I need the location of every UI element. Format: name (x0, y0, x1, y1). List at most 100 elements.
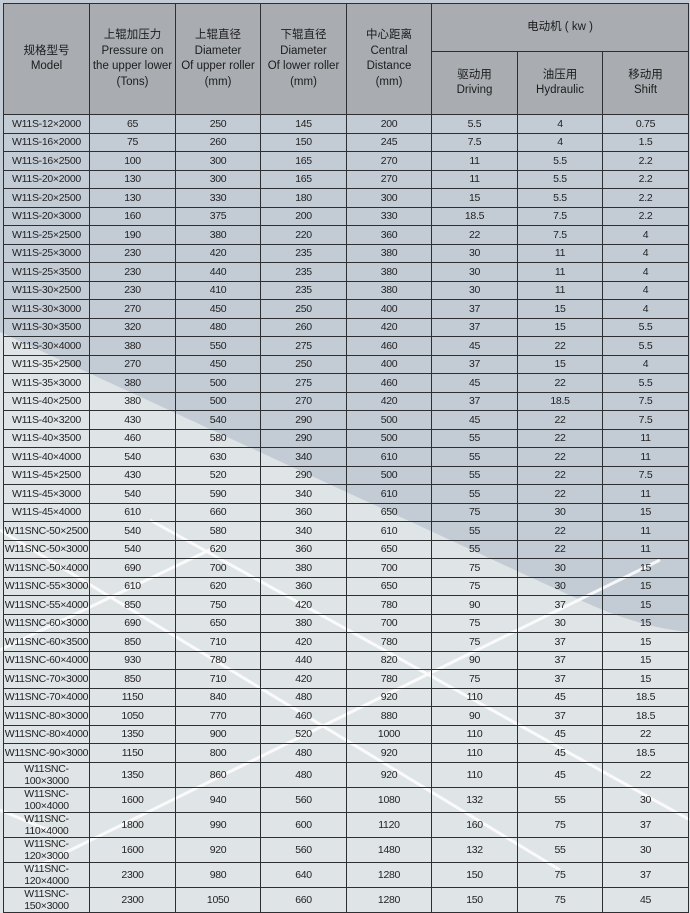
cell-shift-power: 15 (601, 632, 690, 652)
cell-center-distance: 610 (346, 447, 432, 467)
cell-hydraulic-power: 22 (517, 428, 603, 448)
cell-model: W11S-30×2500 (3, 280, 90, 300)
cell-model: W11S-30×3000 (3, 299, 90, 319)
cell-shift-power: 4 (601, 354, 690, 374)
cell-model: W11S-20×2000 (3, 169, 90, 189)
cell-pressure: 230 (89, 243, 176, 263)
header-motor: 电动机 ( kw ) (430, 3, 690, 52)
cell-model: W11S-40×3200 (3, 410, 90, 430)
cell-pressure: 130 (89, 169, 176, 189)
cell-hydraulic-power: 7.5 (517, 225, 603, 245)
cell-center-distance: 380 (346, 280, 432, 300)
header-pressure-en3: (Tons) (116, 75, 149, 88)
cell-driving-power: 37 (431, 391, 518, 411)
cell-hydraulic-power: 55 (517, 786, 603, 813)
cell-hydraulic-power: 22 (517, 539, 603, 559)
cell-hydraulic-power: 22 (517, 373, 603, 393)
cell-model: W11S-20×2500 (3, 188, 90, 208)
cell-pressure: 540 (89, 484, 176, 504)
cell-center-distance: 420 (346, 317, 432, 337)
header-upper-diameter-en2: Of upper roller (181, 60, 255, 72)
cell-center-distance: 1480 (346, 836, 432, 863)
header-shift: 移动用 Shift (601, 51, 690, 115)
cell-pressure: 540 (89, 447, 176, 467)
cell-model: W11SNC-60×3500 (3, 632, 90, 652)
cell-shift-power: 4 (601, 225, 690, 245)
cell-shift-power: 15 (601, 502, 690, 522)
cell-pressure: 100 (89, 151, 176, 171)
cell-model: W11S-12×2000 (3, 114, 90, 134)
cell-upper-diameter: 620 (175, 539, 261, 559)
cell-pressure: 540 (89, 521, 176, 541)
cell-hydraulic-power: 5.5 (517, 169, 603, 189)
cell-driving-power: 75 (431, 502, 518, 522)
cell-driving-power: 150 (431, 861, 518, 888)
cell-hydraulic-power: 22 (517, 336, 603, 356)
cell-upper-diameter: 900 (175, 724, 261, 744)
cell-lower-diameter: 290 (260, 465, 347, 485)
cell-center-distance: 700 (346, 613, 432, 633)
cell-shift-power: 22 (601, 724, 690, 744)
cell-lower-diameter: 150 (260, 132, 347, 152)
cell-driving-power: 90 (431, 595, 518, 615)
cell-upper-diameter: 580 (175, 521, 261, 541)
cell-hydraulic-power: 15 (517, 354, 603, 374)
cell-lower-diameter: 420 (260, 669, 347, 689)
cell-upper-diameter: 940 (175, 786, 261, 813)
cell-model: W11SNC-100×4000 (3, 786, 90, 813)
cell-pressure: 850 (89, 669, 176, 689)
header-model-en: Model (30, 60, 63, 72)
cell-upper-diameter: 800 (175, 743, 261, 763)
cell-shift-power: 2.2 (601, 151, 690, 171)
cell-center-distance: 700 (346, 558, 432, 578)
cell-lower-diameter: 250 (260, 299, 347, 319)
cell-driving-power: 55 (431, 447, 518, 467)
cell-pressure: 270 (89, 354, 176, 374)
cell-lower-diameter: 440 (260, 650, 347, 670)
cell-pressure: 1800 (89, 811, 176, 838)
cell-upper-diameter: 580 (175, 428, 261, 448)
cell-pressure: 1350 (89, 724, 176, 744)
table-row: W11S-20×2000 130 300 165 270 11 5.5 2.2 (3, 169, 690, 189)
header-pressure-en1: Pressure on (101, 44, 164, 57)
cell-center-distance: 380 (346, 262, 432, 282)
cell-model: W11SNC-110×4000 (3, 811, 90, 838)
cell-pressure: 320 (89, 317, 176, 337)
cell-driving-power: 22 (431, 225, 518, 245)
cell-model: W11SNC-60×3000 (3, 613, 90, 633)
header-lower-diameter-zh: 下辊直径 (280, 29, 327, 41)
cell-driving-power: 75 (431, 669, 518, 689)
cell-center-distance: 270 (346, 151, 432, 171)
cell-shift-power: 45 (601, 886, 690, 913)
cell-upper-diameter: 440 (175, 262, 261, 282)
cell-hydraulic-power: 22 (517, 465, 603, 485)
table-row: W11SNC-60×3000 690 650 380 700 75 30 15 (3, 613, 690, 633)
cell-hydraulic-power: 30 (517, 502, 603, 522)
cell-upper-diameter: 980 (175, 861, 261, 888)
cell-shift-power: 22 (601, 761, 690, 788)
header-hydraulic-zh: 油压用 (542, 68, 578, 81)
cell-shift-power: 18.5 (601, 687, 690, 707)
cell-hydraulic-power: 11 (517, 243, 603, 263)
cell-hydraulic-power: 15 (517, 299, 603, 319)
cell-hydraulic-power: 37 (517, 632, 603, 652)
cell-center-distance: 780 (346, 595, 432, 615)
cell-model: W11S-35×3000 (3, 373, 90, 393)
cell-driving-power: 55 (431, 484, 518, 504)
cell-upper-diameter: 540 (175, 410, 261, 430)
cell-model: W11S-30×4000 (3, 336, 90, 356)
cell-driving-power: 55 (431, 428, 518, 448)
header-center-distance-en3: (mm) (375, 75, 403, 88)
cell-shift-power: 7.5 (601, 465, 690, 485)
cell-shift-power: 4 (601, 299, 690, 319)
cell-shift-power: 37 (601, 861, 690, 888)
table-row: W11S-35×2500 270 450 250 400 37 15 4 (3, 354, 690, 374)
cell-upper-diameter: 750 (175, 595, 261, 615)
cell-lower-diameter: 260 (260, 317, 347, 337)
cell-center-distance: 650 (346, 576, 432, 596)
cell-model: W11S-35×2500 (3, 354, 90, 374)
cell-model: W11S-40×3500 (3, 428, 90, 448)
cell-center-distance: 400 (346, 299, 432, 319)
cell-lower-diameter: 165 (260, 151, 347, 171)
table-row: W11S-40×3500 460 580 290 500 55 22 11 (3, 428, 690, 448)
